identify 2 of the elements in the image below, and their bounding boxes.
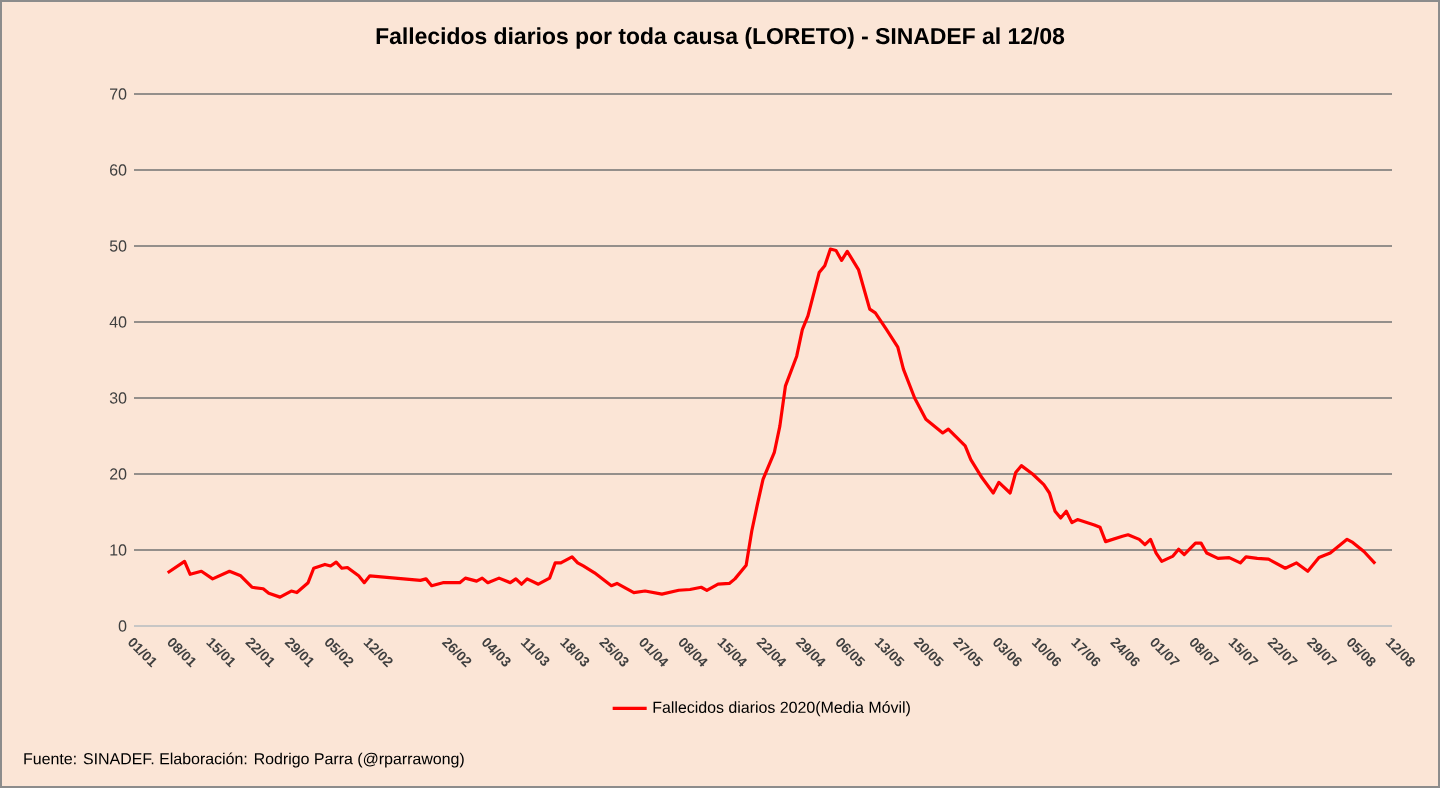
line-series [166, 247, 1377, 599]
chart-title: Fallecidos diarios por toda causa (LORETO) - SINADEF al 12/08 [376, 27, 1065, 49]
